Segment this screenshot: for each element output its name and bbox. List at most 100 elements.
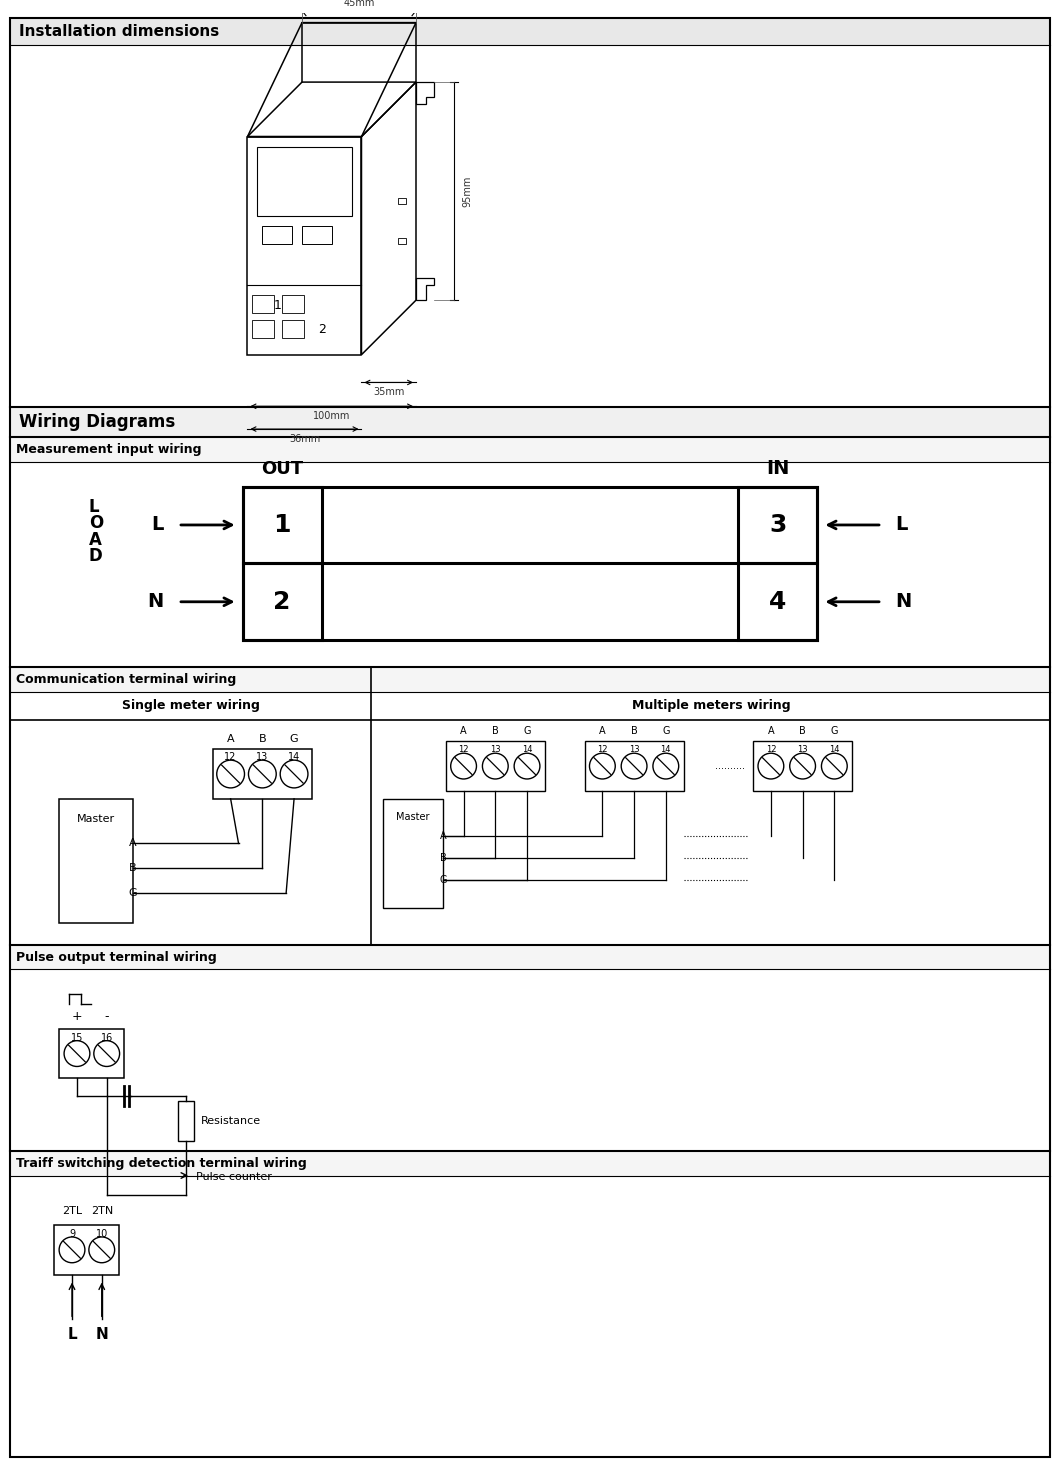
Text: Multiple meters wiring: Multiple meters wiring — [632, 699, 790, 712]
Text: A: A — [460, 727, 466, 737]
Text: B: B — [259, 734, 266, 744]
Text: OUT: OUT — [261, 459, 303, 478]
Text: Single meter wiring: Single meter wiring — [122, 699, 260, 712]
Text: G: G — [128, 887, 137, 898]
Text: G: G — [524, 727, 531, 737]
Text: 1: 1 — [273, 298, 281, 311]
Text: 14: 14 — [288, 751, 300, 762]
Text: B: B — [440, 854, 446, 863]
Bar — [753, 741, 852, 791]
Bar — [446, 741, 545, 791]
Text: 13: 13 — [629, 744, 639, 754]
Text: Resistance: Resistance — [201, 1116, 261, 1126]
Text: Pulse output terminal wiring: Pulse output terminal wiring — [17, 950, 217, 963]
Text: 14: 14 — [522, 744, 532, 754]
Bar — [10, 1151, 1050, 1175]
Text: N: N — [895, 592, 911, 611]
Text: A: A — [89, 531, 102, 548]
Text: 12: 12 — [597, 744, 607, 754]
Text: Pulse counter: Pulse counter — [196, 1171, 271, 1181]
Text: 12: 12 — [765, 744, 776, 754]
Text: 2: 2 — [273, 589, 290, 614]
Text: 1: 1 — [273, 513, 290, 537]
Bar — [384, 798, 443, 908]
Text: B: B — [799, 727, 806, 737]
Text: 15: 15 — [71, 1032, 83, 1042]
Text: G: G — [662, 727, 670, 737]
Bar — [10, 408, 1050, 437]
Bar — [399, 238, 406, 244]
Text: 100mm: 100mm — [313, 411, 351, 421]
Text: 2: 2 — [318, 323, 325, 336]
Text: 14: 14 — [660, 744, 671, 754]
Text: Installation dimensions: Installation dimensions — [19, 23, 219, 39]
Text: 13: 13 — [797, 744, 808, 754]
Text: 12: 12 — [225, 751, 236, 762]
Text: 16: 16 — [101, 1032, 112, 1042]
Text: +: + — [72, 1010, 83, 1023]
Text: A: A — [227, 734, 234, 744]
Text: A: A — [599, 727, 605, 737]
Bar — [213, 749, 312, 798]
Text: Traiff switching detection terminal wiring: Traiff switching detection terminal wiri… — [17, 1156, 307, 1170]
Text: ..........: .......... — [716, 762, 745, 770]
Bar — [59, 798, 134, 923]
Bar — [262, 225, 293, 244]
Text: N: N — [95, 1326, 108, 1342]
Bar — [10, 18, 1050, 45]
Text: Communication terminal wiring: Communication terminal wiring — [17, 674, 236, 686]
Bar — [10, 667, 1050, 692]
Text: A: A — [128, 838, 136, 848]
Text: -: - — [105, 1010, 109, 1023]
Text: 2TN: 2TN — [90, 1206, 112, 1216]
Bar — [399, 197, 406, 205]
Bar — [252, 295, 275, 313]
Text: L: L — [89, 499, 100, 516]
Text: L: L — [67, 1326, 76, 1342]
Text: Measurement input wiring: Measurement input wiring — [17, 443, 202, 456]
Text: 9: 9 — [69, 1230, 75, 1238]
Text: B: B — [128, 863, 136, 873]
Bar — [243, 563, 322, 640]
Bar — [243, 487, 322, 563]
Bar — [243, 487, 817, 640]
Text: L: L — [151, 516, 163, 535]
Text: A: A — [767, 727, 774, 737]
Text: G: G — [831, 727, 838, 737]
Text: B: B — [492, 727, 498, 737]
Bar — [178, 1101, 194, 1140]
Bar — [247, 136, 361, 355]
Bar — [252, 320, 275, 338]
Bar — [282, 320, 304, 338]
Text: 45mm: 45mm — [343, 0, 374, 7]
Bar — [584, 741, 684, 791]
Bar — [302, 225, 332, 244]
Text: Wiring Diagrams: Wiring Diagrams — [19, 414, 176, 431]
Text: 36mm: 36mm — [289, 434, 320, 444]
Text: 13: 13 — [490, 744, 500, 754]
Bar — [10, 437, 1050, 462]
Text: 14: 14 — [829, 744, 840, 754]
Text: 2TL: 2TL — [61, 1206, 82, 1216]
Text: 12: 12 — [458, 744, 469, 754]
Bar — [59, 1029, 124, 1079]
Text: N: N — [147, 592, 163, 611]
Text: D: D — [89, 547, 103, 564]
Bar — [738, 563, 817, 640]
Bar — [282, 295, 304, 313]
Text: 4: 4 — [770, 589, 787, 614]
Bar — [54, 1225, 119, 1275]
Text: 35mm: 35mm — [373, 387, 405, 398]
Bar — [738, 487, 817, 563]
Text: G: G — [440, 876, 447, 885]
Text: 3: 3 — [770, 513, 787, 537]
Text: A: A — [440, 832, 446, 842]
Text: L: L — [895, 516, 907, 535]
Text: 10: 10 — [95, 1230, 108, 1238]
Text: Master: Master — [396, 811, 429, 822]
Text: G: G — [289, 734, 298, 744]
Text: Master: Master — [77, 814, 116, 823]
Bar — [258, 146, 352, 216]
Text: 95mm: 95mm — [462, 175, 473, 206]
Text: O: O — [89, 515, 103, 532]
